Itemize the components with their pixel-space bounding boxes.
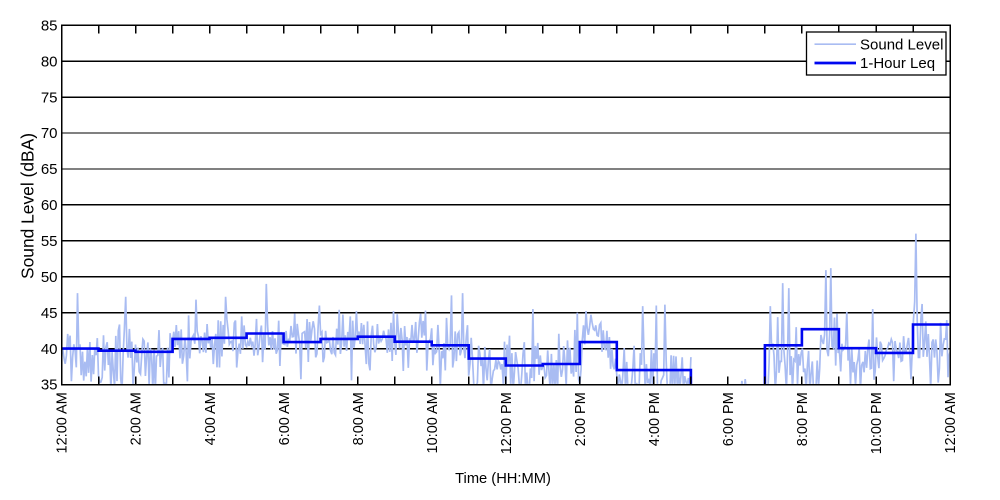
svg-text:6:00 PM: 6:00 PM (721, 392, 737, 446)
svg-text:70: 70 (41, 125, 58, 142)
svg-text:35: 35 (41, 377, 58, 394)
svg-text:12:00 AM: 12:00 AM (55, 392, 71, 453)
svg-text:8:00 AM: 8:00 AM (351, 392, 367, 445)
svg-text:10:00 AM: 10:00 AM (425, 392, 441, 453)
svg-text:10:00 PM: 10:00 PM (869, 392, 885, 454)
svg-text:Sound Level: Sound Level (860, 36, 943, 53)
svg-text:65: 65 (41, 161, 58, 178)
svg-text:60: 60 (41, 197, 58, 214)
svg-text:85: 85 (41, 17, 58, 34)
svg-text:12:00 PM: 12:00 PM (499, 392, 515, 454)
svg-text:8:00 PM: 8:00 PM (795, 392, 811, 446)
svg-text:55: 55 (41, 233, 58, 250)
svg-text:80: 80 (41, 53, 58, 70)
svg-text:2:00 AM: 2:00 AM (129, 392, 145, 445)
svg-text:4:00 AM: 4:00 AM (203, 392, 219, 445)
svg-text:12:00 AM: 12:00 AM (943, 392, 959, 453)
svg-text:6:00 AM: 6:00 AM (277, 392, 293, 445)
svg-text:Sound Level (dBA): Sound Level (dBA) (18, 133, 38, 279)
svg-text:4:00 PM: 4:00 PM (647, 392, 663, 446)
svg-text:45: 45 (41, 305, 58, 322)
svg-text:1-Hour Leq: 1-Hour Leq (860, 55, 935, 72)
svg-text:Time (HH:MM): Time (HH:MM) (455, 471, 551, 487)
svg-text:75: 75 (41, 89, 58, 106)
svg-text:50: 50 (41, 269, 58, 286)
svg-text:2:00 PM: 2:00 PM (573, 392, 589, 446)
svg-text:40: 40 (41, 341, 58, 358)
